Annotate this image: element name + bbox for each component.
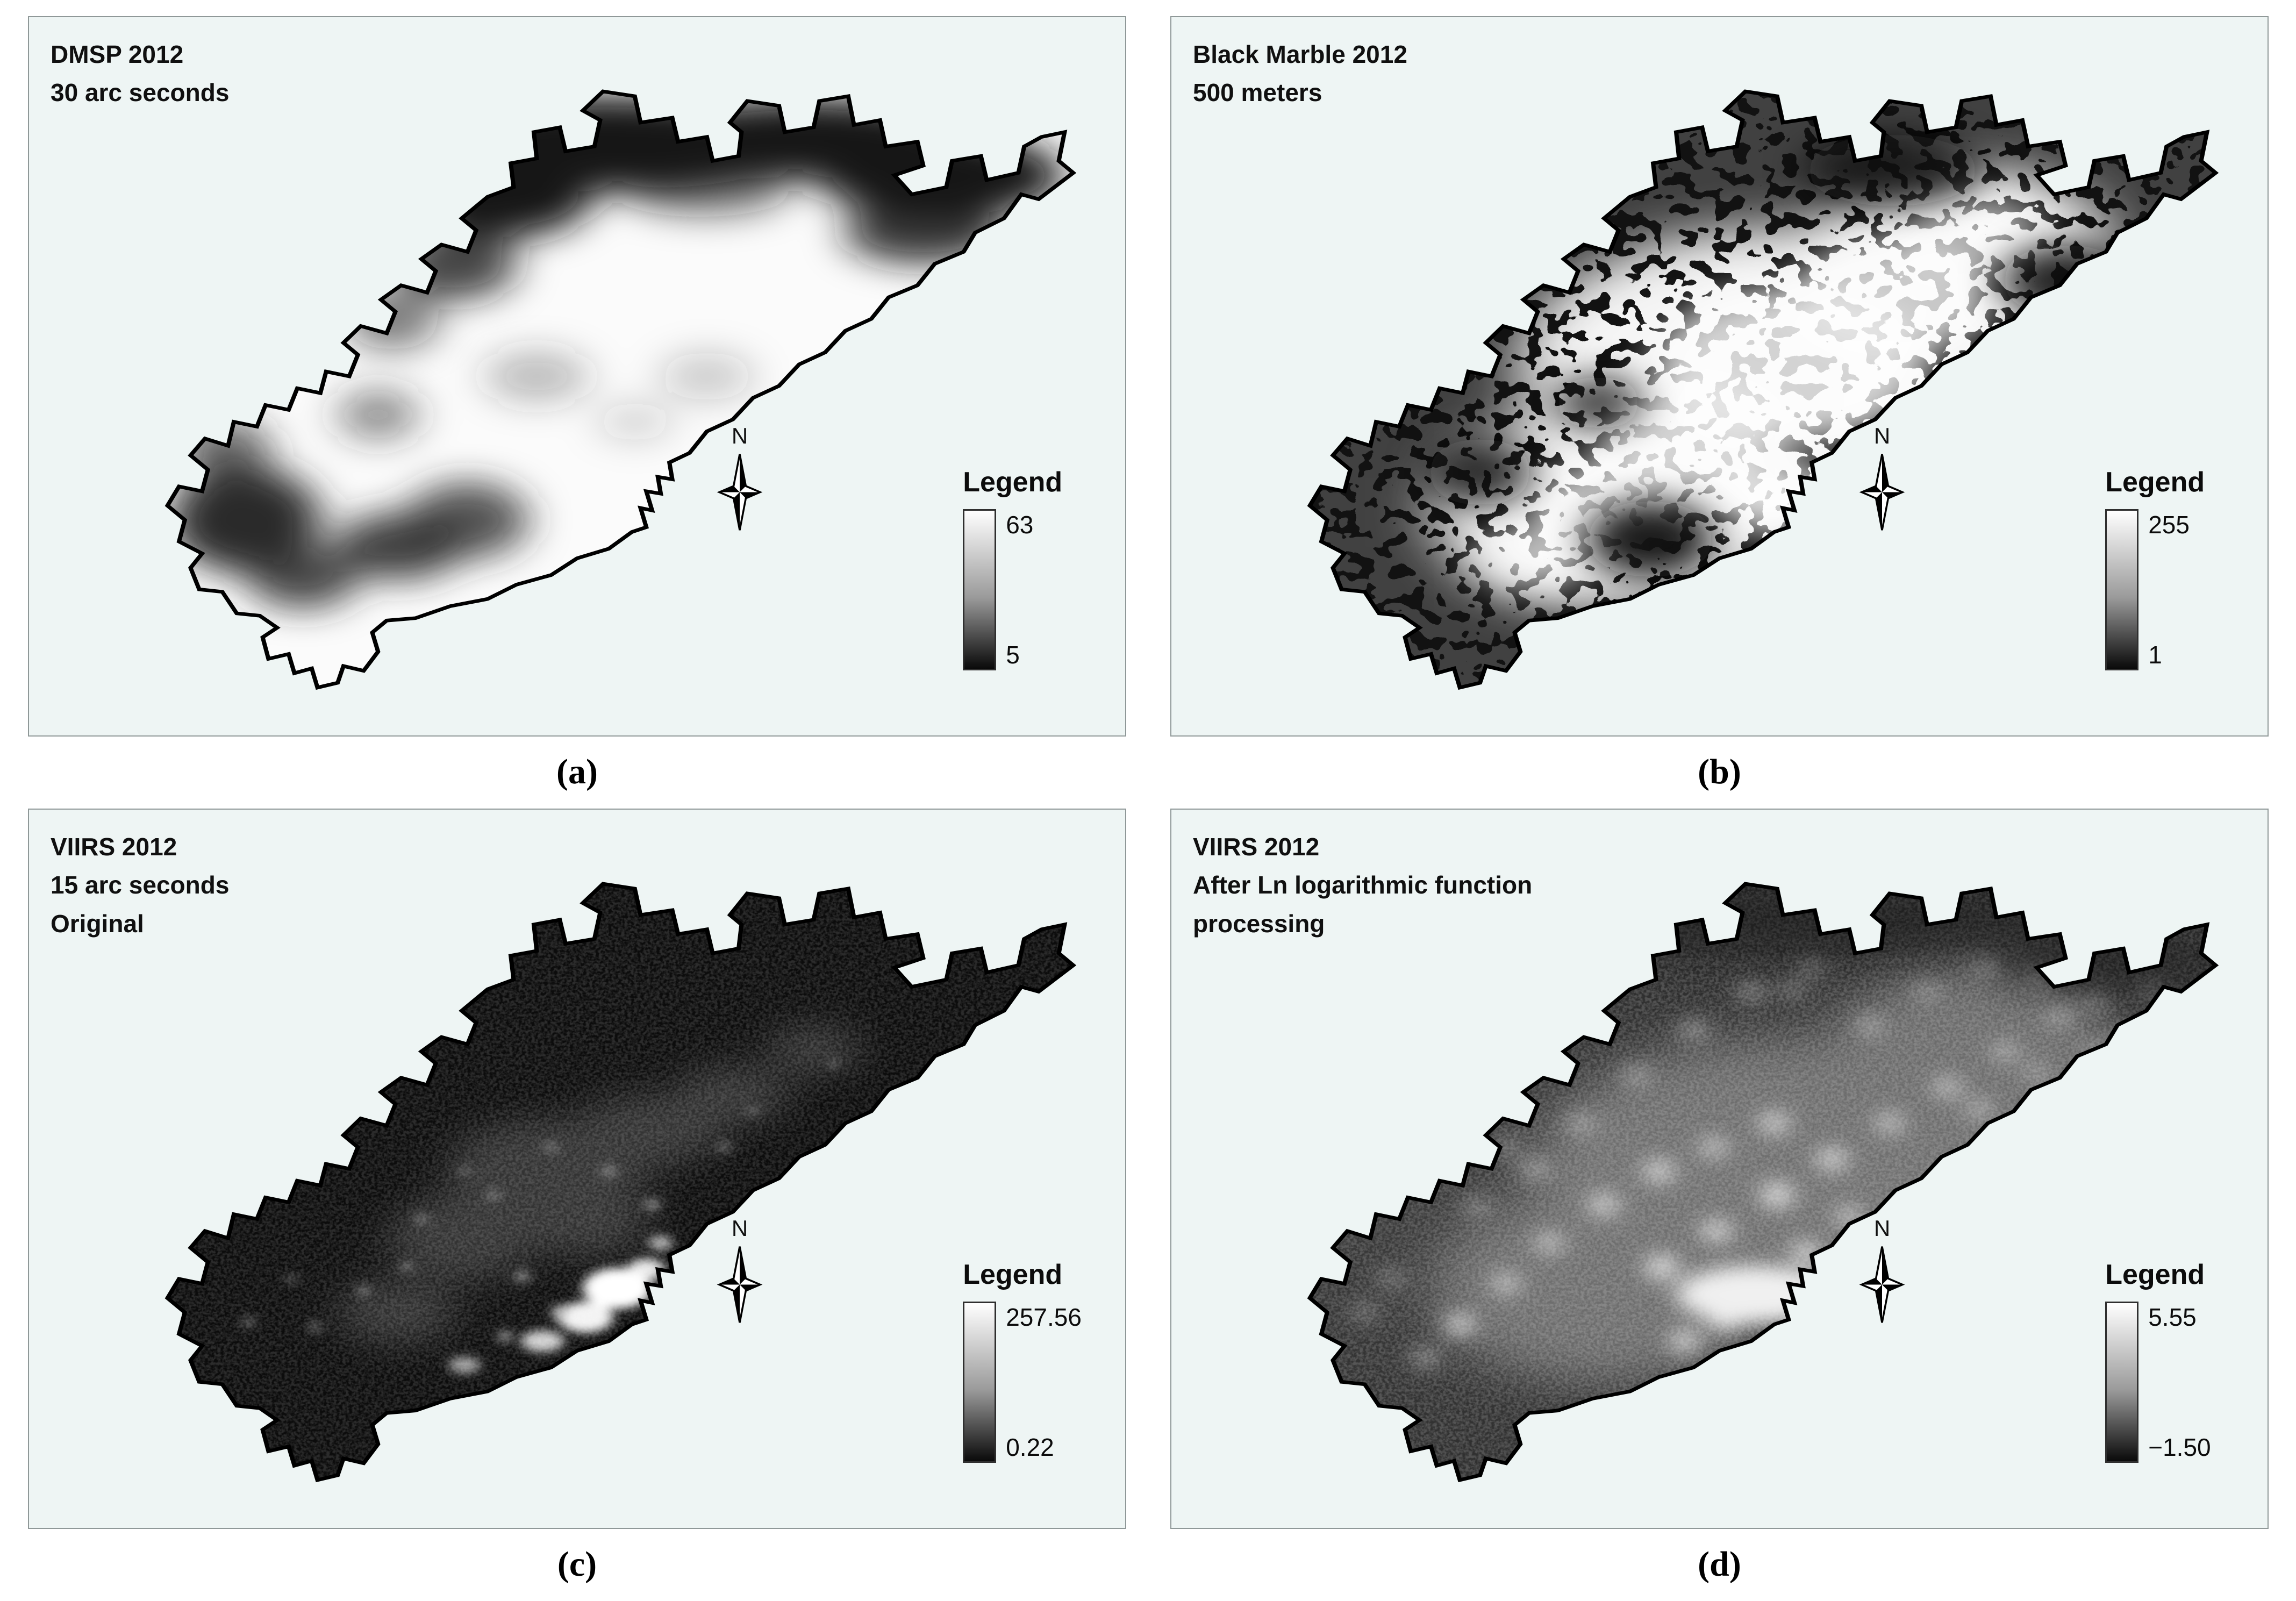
panel-d: VIIRS 2012 After Ln logarithmic function… <box>1170 809 2269 1529</box>
north-arrow: N <box>1849 1216 1915 1328</box>
legend-gradient-bar <box>2105 1302 2139 1463</box>
panel-c-title: VIIRS 2012 15 arc seconds Original <box>51 833 230 938</box>
panel-b: Black Marble 2012 500 meters N Legend 25… <box>1170 16 2269 737</box>
panel-a-wrap: DMSP 2012 30 arc seconds N Legend 63 5 (… <box>28 16 1126 809</box>
map-viirs-original <box>29 810 1125 1528</box>
legend-gradient-bar <box>963 509 997 670</box>
legend-max-value: 255 <box>2148 511 2190 539</box>
legend-min-value: 1 <box>2148 641 2162 669</box>
north-arrow: N <box>706 423 773 536</box>
panel-c: VIIRS 2012 15 arc seconds Original N Leg… <box>28 809 1126 1529</box>
map-viirs-ln <box>1171 810 2268 1528</box>
compass-icon <box>718 453 761 531</box>
legend-min-value: 5 <box>1006 641 1020 669</box>
map-dmsp <box>29 17 1125 735</box>
north-label: N <box>731 423 748 448</box>
panel-b-wrap: Black Marble 2012 500 meters N Legend 25… <box>1170 16 2269 809</box>
caption-a: (a) <box>556 752 598 791</box>
legend-a: Legend 63 5 <box>963 466 1062 670</box>
legend-min-value: 0.22 <box>1006 1433 1054 1461</box>
legend-gradient-bar <box>2105 509 2139 670</box>
legend-gradient-bar <box>963 1302 997 1463</box>
legend-d: Legend 5.55 −1.50 <box>2105 1259 2211 1463</box>
legend-max-value: 5.55 <box>2148 1303 2197 1331</box>
legend-title: Legend <box>963 1259 1063 1290</box>
compass-icon <box>718 1245 761 1324</box>
caption-c: (c) <box>557 1545 597 1584</box>
legend-title: Legend <box>2105 1259 2205 1290</box>
legend-b: Legend 255 1 <box>2105 466 2205 670</box>
legend-title: Legend <box>963 467 1063 498</box>
legend-c: Legend 257.56 0.22 <box>963 1259 1082 1463</box>
panel-a: DMSP 2012 30 arc seconds N Legend 63 5 <box>28 16 1126 737</box>
caption-d: (d) <box>1698 1545 1741 1584</box>
panel-a-title: DMSP 2012 30 arc seconds <box>51 40 230 107</box>
panel-c-wrap: VIIRS 2012 15 arc seconds Original N Leg… <box>28 809 1126 1601</box>
north-arrow: N <box>1849 423 1915 536</box>
caption-b: (b) <box>1698 752 1741 791</box>
panel-b-title: Black Marble 2012 500 meters <box>1193 40 1407 107</box>
map-black-marble <box>1171 17 2268 735</box>
compass-icon <box>1861 453 1904 531</box>
north-label: N <box>1873 1215 1891 1241</box>
legend-title: Legend <box>2105 467 2205 498</box>
legend-max-value: 257.56 <box>1006 1303 1082 1331</box>
panel-d-title: VIIRS 2012 After Ln logarithmic function… <box>1193 833 1533 938</box>
panel-d-wrap: VIIRS 2012 After Ln logarithmic function… <box>1170 809 2269 1601</box>
north-arrow: N <box>706 1216 773 1328</box>
compass-icon <box>1861 1245 1904 1324</box>
legend-max-value: 63 <box>1006 511 1034 539</box>
legend-min-value: −1.50 <box>2148 1433 2211 1461</box>
north-label: N <box>731 1215 748 1241</box>
north-label: N <box>1873 423 1891 448</box>
